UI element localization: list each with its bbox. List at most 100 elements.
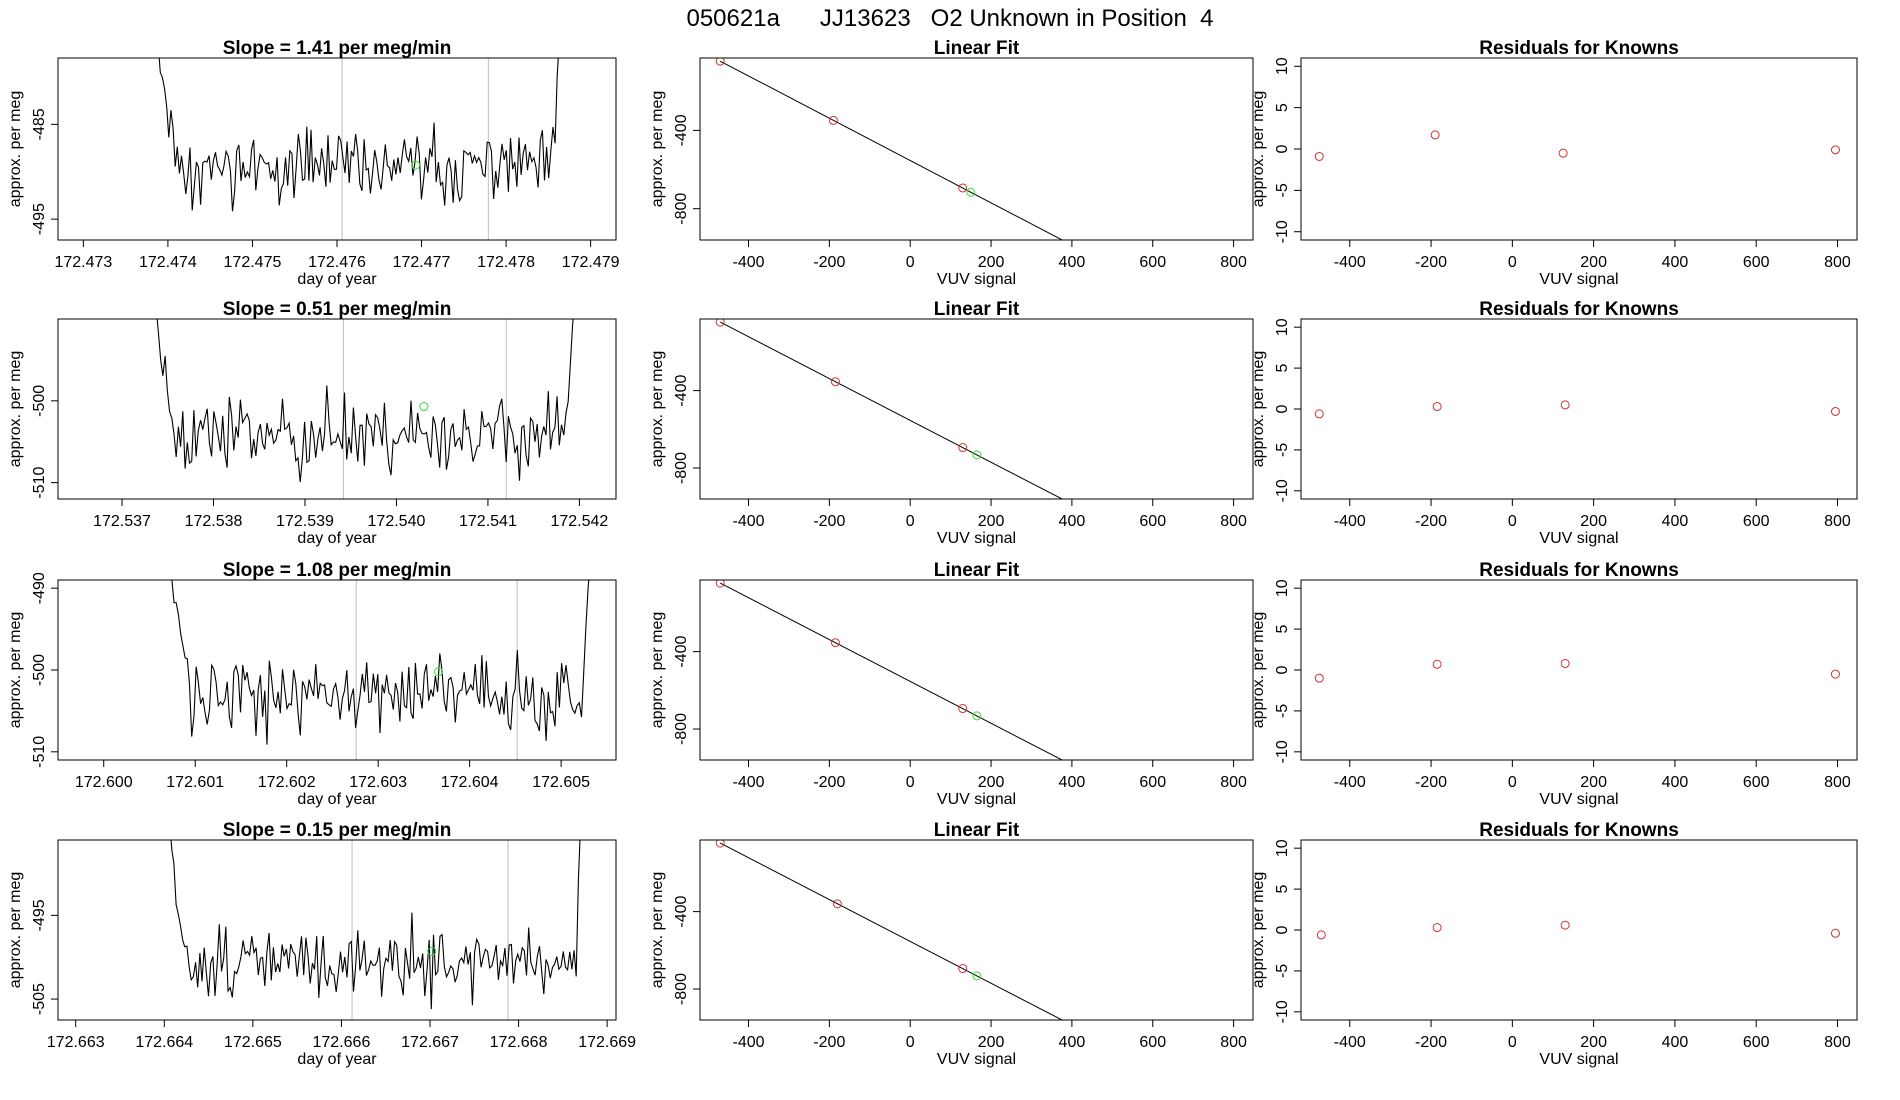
y-axis-label: approx. per meg xyxy=(7,91,24,208)
x-tick-label: 172.664 xyxy=(135,1034,193,1051)
plot-area xyxy=(715,580,1064,760)
known-point xyxy=(1228,583,1236,591)
y-tick-label: 0 xyxy=(1274,665,1291,674)
x-tick-label: 400 xyxy=(1662,513,1689,530)
x-tick-label: 172.542 xyxy=(550,513,608,530)
panel-row3-fit: Linear Fit -400 -200 0 200 400 600 800 -400 -800 V… xyxy=(649,560,1254,808)
known-point xyxy=(715,58,725,66)
x-tick-label: 600 xyxy=(1139,774,1166,791)
residual-point xyxy=(1314,151,1324,161)
y-tick-label: 5 xyxy=(1274,885,1291,894)
panel-title: Residuals for Knowns xyxy=(1479,299,1679,320)
y-axis-label: approx. per meg xyxy=(1250,91,1267,208)
residual-point xyxy=(1432,402,1442,412)
residual-point xyxy=(1558,148,1568,158)
x-tick-label: 172.602 xyxy=(258,774,316,791)
x-axis-label: VUV signal xyxy=(1539,271,1618,288)
x-tick-label: 200 xyxy=(1580,254,1607,271)
plot-area xyxy=(156,319,574,499)
plot-area xyxy=(158,58,559,240)
unknown-mean-point xyxy=(427,946,437,956)
y-tick-label: 0 xyxy=(1274,144,1291,153)
plot-frame xyxy=(699,318,1254,500)
plot-frame xyxy=(1300,839,1858,1021)
residual-point xyxy=(1314,409,1324,419)
known-point xyxy=(715,840,725,848)
plot-frame xyxy=(699,839,1254,1021)
y-axis-label: approx. per meg xyxy=(649,612,666,729)
y-tick-label: 10 xyxy=(1274,57,1291,75)
residual-point xyxy=(1830,145,1840,155)
y-tick-label: -5 xyxy=(1274,183,1291,197)
panel-title: Linear Fit xyxy=(934,299,1020,320)
x-tick-label: 400 xyxy=(1662,254,1689,271)
panel-title: Slope = 1.08 per meg/min xyxy=(223,560,452,581)
x-tick-label: 400 xyxy=(1059,513,1086,530)
x-tick-label: -400 xyxy=(1334,513,1366,530)
x-tick-label: 172.479 xyxy=(562,254,620,271)
x-tick-label: -400 xyxy=(1334,254,1366,271)
y-tick-label: -400 xyxy=(673,896,690,928)
known-point xyxy=(828,115,838,125)
residual-point xyxy=(1432,659,1442,669)
y-axis-label: approx. per meg xyxy=(7,612,24,729)
panel-row2-fit: Linear Fit -400 -200 0 200 400 600 800 -400 -800 V… xyxy=(649,299,1254,591)
known-point xyxy=(715,319,725,327)
panel-row4-fit: Linear Fit -400 -200 0 200 400 600 800 -400 -800 V… xyxy=(649,820,1254,1068)
x-tick-label: 172.668 xyxy=(490,1034,548,1051)
y-tick-label: -510 xyxy=(31,736,48,768)
x-tick-label: 172.600 xyxy=(75,774,133,791)
known-point xyxy=(958,964,968,974)
x-tick-label: 172.666 xyxy=(313,1034,371,1051)
known-point xyxy=(958,443,968,453)
y-axis-label: approx. per meg xyxy=(7,351,24,468)
plot-area xyxy=(171,580,590,760)
panel-row1-trace: Slope = 1.41 per meg/min 172.473 172.474 17… xyxy=(7,38,620,288)
residual-point xyxy=(1830,669,1840,679)
x-tick-label: 0 xyxy=(906,774,915,791)
x-tick-label: 172.474 xyxy=(139,254,197,271)
y-tick-label: -800 xyxy=(673,973,690,1005)
y-tick-label: -5 xyxy=(1274,443,1291,457)
y-tick-label: -490 xyxy=(31,572,48,604)
x-tick-label: 172.541 xyxy=(459,513,517,530)
y-axis-label: approx. per meg xyxy=(649,872,666,989)
plot-area xyxy=(170,840,581,1020)
unknown-point xyxy=(972,971,982,981)
x-axis-label: day of year xyxy=(297,271,377,288)
x-tick-label: 172.667 xyxy=(401,1034,459,1051)
x-tick-label: 600 xyxy=(1743,774,1770,791)
y-axis-label: approx. per meg xyxy=(649,91,666,208)
residual-point xyxy=(1560,920,1570,930)
x-tick-label: -400 xyxy=(732,254,764,271)
y-tick-label: -500 xyxy=(31,385,48,417)
x-tick-label: 200 xyxy=(978,513,1005,530)
unknown-point xyxy=(972,450,982,460)
panel-row1-fit: Linear Fit -400 -200 0 200 400 600 800 -400 -800 V… xyxy=(649,38,1254,288)
panel-title: Slope = 0.51 per meg/min xyxy=(223,299,452,320)
y-tick-label: 10 xyxy=(1274,839,1291,857)
x-tick-label: 800 xyxy=(1824,513,1851,530)
x-tick-label: 172.477 xyxy=(393,254,451,271)
x-tick-label: -400 xyxy=(732,774,764,791)
x-axis-label: VUV signal xyxy=(937,271,1016,288)
residual-point xyxy=(1830,406,1840,416)
unknown-point xyxy=(972,711,982,721)
x-tick-label: 800 xyxy=(1220,1034,1247,1051)
y-tick-label: -400 xyxy=(673,375,690,407)
x-tick-label: 800 xyxy=(1220,254,1247,271)
residual-point xyxy=(1560,658,1570,668)
trace-line xyxy=(158,58,559,212)
x-axis-label: VUV signal xyxy=(937,791,1016,808)
y-tick-label: -800 xyxy=(673,713,690,745)
x-tick-label: 800 xyxy=(1824,774,1851,791)
y-tick-label: -800 xyxy=(673,193,690,225)
unknown-point xyxy=(966,187,976,197)
x-tick-label: -200 xyxy=(813,513,845,530)
x-tick-label: 600 xyxy=(1139,1034,1166,1051)
fit-line xyxy=(719,842,1064,1020)
y-axis-label: approx. per meg xyxy=(1250,351,1267,468)
trace-line xyxy=(156,319,574,483)
x-tick-label: 400 xyxy=(1662,774,1689,791)
x-tick-label: 172.539 xyxy=(276,513,334,530)
